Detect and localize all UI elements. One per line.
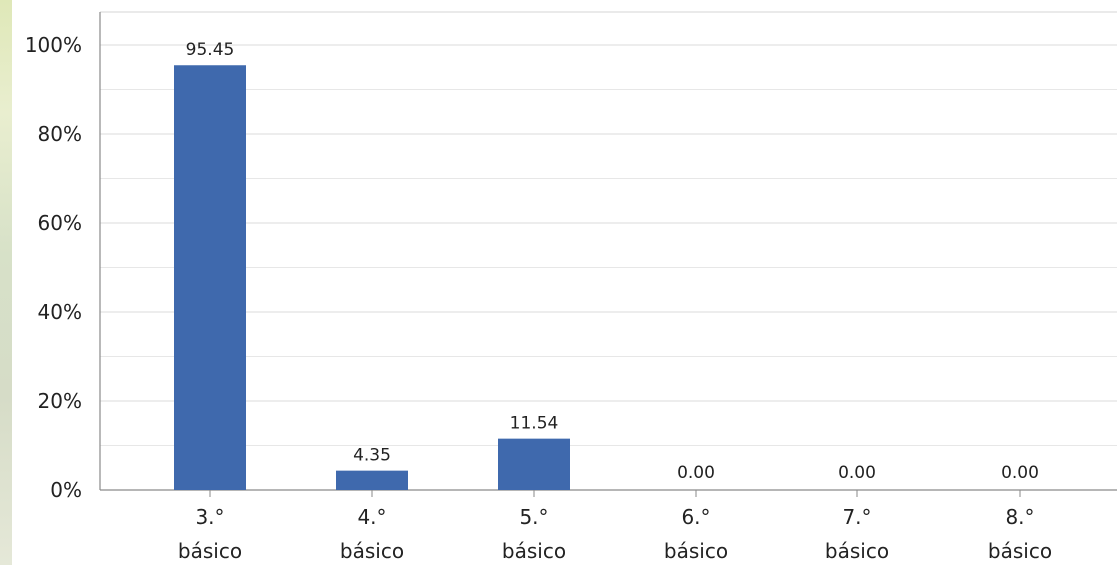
bars [174,65,570,490]
x-tick-label-line1: 4.° [357,505,386,529]
bar [336,470,408,490]
bar-data-label: 11.54 [510,414,559,434]
y-tick-label: 40% [38,300,82,324]
x-tick-label-line1: 7.° [842,505,871,529]
x-tick-label-line2: básico [988,539,1052,563]
y-tick-label: 100% [25,33,82,57]
gridlines [100,44,1117,446]
y-tick-label: 60% [38,211,82,235]
x-tick-label-line1: 3.° [195,505,224,529]
data-labels: 95.45 4.35 11.54 0.00 0.00 0.00 [186,40,1039,483]
x-axis-ticks: 3.° básico 4.° básico 5.° básico 6.° básico 7.° b… [178,490,1052,563]
y-axis-ticks: 0% 20% 40% 60% 80% 100% [25,33,82,502]
bar-data-label: 0.00 [677,463,715,483]
x-tick-label-line2: básico [825,539,889,563]
x-tick-label-line2: básico [340,539,404,563]
x-tick-label-line1: 8.° [1005,505,1034,529]
bar-data-label: 95.45 [186,40,235,60]
axes [99,11,1117,491]
y-tick-label: 80% [38,122,82,146]
bar-data-label: 0.00 [838,463,876,483]
x-tick-label-line2: básico [502,539,566,563]
plot-background [100,12,1117,490]
bar-data-label: 0.00 [1001,463,1039,483]
x-tick-label-line1: 6.° [681,505,710,529]
x-tick-label-line2: básico [664,539,728,563]
y-tick-label: 0% [50,478,82,502]
x-tick-label-line2: básico [178,539,242,563]
y-tick-label: 20% [38,389,82,413]
x-tick-label-line1: 5.° [519,505,548,529]
bar-data-label: 4.35 [353,446,391,466]
left-decorative-strip [0,0,12,565]
bar [498,438,570,490]
bar [174,65,246,490]
